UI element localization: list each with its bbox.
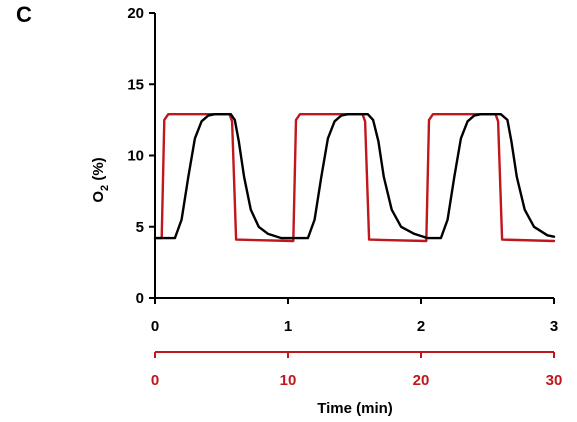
x-tick-label-secondary: 30 xyxy=(546,372,563,389)
series-line-2 xyxy=(153,113,556,240)
x-tick-label: 0 xyxy=(151,318,159,335)
y-tick-label: 5 xyxy=(136,219,144,236)
y-axis-title-sub: 2 xyxy=(99,185,111,191)
panel-label: C xyxy=(16,2,32,27)
x-tick-label: 2 xyxy=(417,318,425,335)
series-group xyxy=(153,113,556,243)
x-tick-label-secondary: 10 xyxy=(280,372,297,389)
y-axis-title: O2 (%) xyxy=(90,157,111,202)
x-tick-label-secondary: 0 xyxy=(151,372,159,389)
y-tick-label: 15 xyxy=(127,76,144,93)
y-axis-title-unit: (%) xyxy=(90,157,107,185)
y-tick-label: 20 xyxy=(127,5,144,22)
x-tick-label-secondary: 20 xyxy=(413,372,430,389)
y-tick-label: 0 xyxy=(136,290,144,307)
x-tick-label: 1 xyxy=(284,318,292,335)
y-tick-label: 10 xyxy=(127,148,144,165)
x-tick-label: 3 xyxy=(550,318,558,335)
x-axis-title: Time (min) xyxy=(317,400,393,417)
y-axis-title-main: O xyxy=(90,191,107,203)
series-line-1 xyxy=(153,113,556,243)
